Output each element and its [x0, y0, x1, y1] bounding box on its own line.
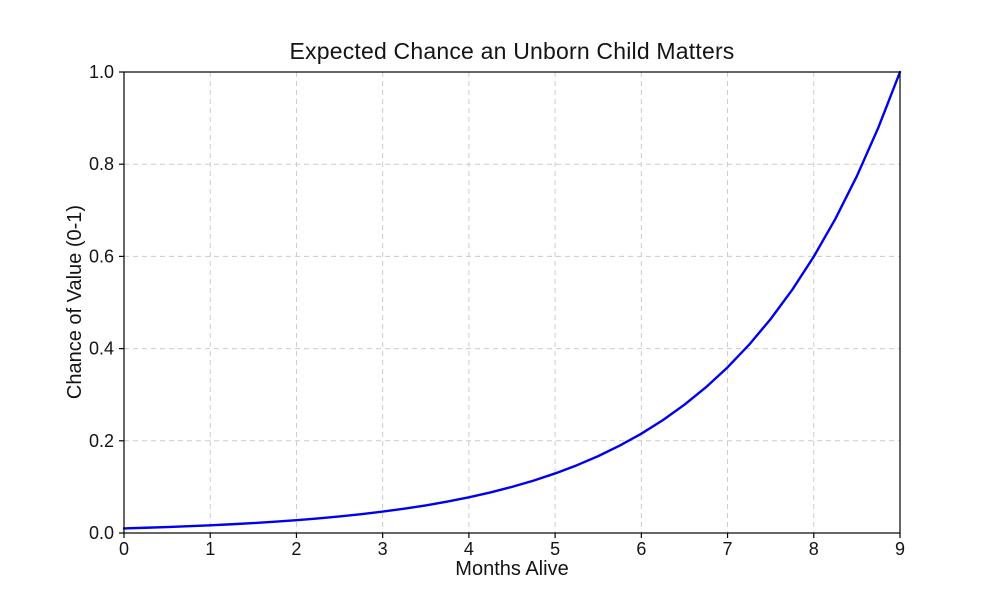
x-tick-label: 6: [636, 539, 646, 559]
x-tick-label: 3: [378, 539, 388, 559]
y-axis-label: Chance of Value (0-1): [64, 204, 86, 400]
x-tick-label: 9: [895, 539, 905, 559]
y-tick-label: 0.4: [89, 339, 114, 359]
y-tick-label: 1.0: [89, 62, 114, 82]
x-tick-label: 0: [119, 539, 129, 559]
x-tick-label: 8: [809, 539, 819, 559]
x-tick-label: 2: [291, 539, 301, 559]
chart-title: Expected Chance an Unborn Child Matters: [289, 38, 735, 64]
x-tick-label: 7: [723, 539, 733, 559]
y-tick-label: 0.6: [89, 246, 114, 266]
y-tick-label: 0.2: [89, 431, 114, 451]
x-tick-label: 5: [550, 539, 560, 559]
x-axis-label: Months Alive: [455, 558, 569, 580]
y-tick-label: 0.0: [89, 523, 114, 543]
expected-chance-curve: [122, 70, 902, 530]
x-tick-label: 1: [205, 539, 215, 559]
x-tick-label: 4: [464, 539, 474, 559]
axes-frame: [123, 71, 901, 534]
y-tick-label: 0.8: [89, 154, 114, 174]
